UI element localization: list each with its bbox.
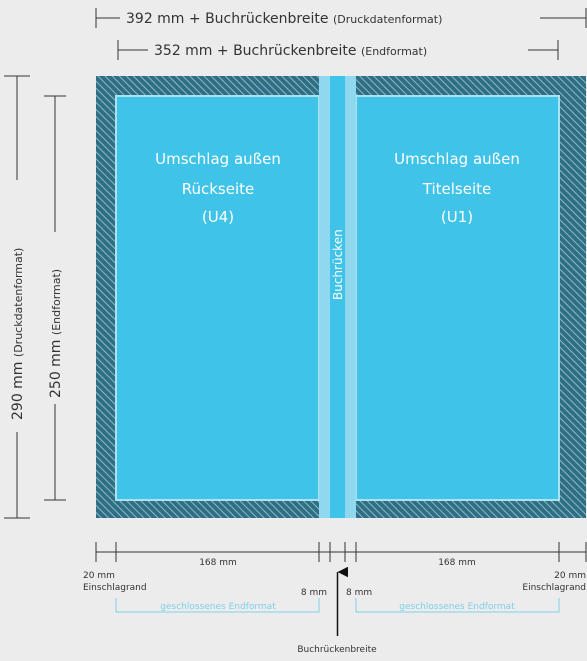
front-cover-subtitle: Titelseite [422, 180, 491, 198]
back-cover-code: (U4) [202, 208, 234, 226]
front-cover-labels: Umschlag außen Titelseite (U1) [394, 150, 520, 226]
top-dimension-final-label: 352 mm + Buchrückenbreite (Endformat) [154, 43, 427, 59]
right-margin-label: Einschlagrand [522, 583, 586, 593]
spine-width-label: Buchrückenbreite [297, 645, 377, 655]
top-dimension-print-label: 392 mm + Buchrückenbreite (Druckdatenfor… [126, 11, 442, 27]
top-dimension-print: 392 mm + Buchrückenbreite (Druckdatenfor… [95, 8, 587, 28]
closed-format-left-label: geschlossenes Endformat [160, 602, 276, 612]
bottom-dimension-ticks [95, 542, 587, 562]
back-cover-title: Umschlag außen [155, 150, 281, 168]
front-cover-code: (U1) [441, 208, 473, 226]
spine-label: Buchrücken [331, 229, 345, 300]
closed-format-bracket-left [115, 598, 320, 613]
spine-panel [330, 76, 345, 518]
closed-format-bracket-right [355, 598, 560, 613]
front-cover-title: Umschlag außen [394, 150, 520, 168]
top-dimension-final: 352 mm + Buchrückenbreite (Endformat) [117, 40, 559, 60]
spine-gap-left [319, 76, 330, 518]
left-spine-gap-label: 8 mm [301, 588, 327, 598]
back-cover-panel [115, 95, 320, 501]
side-dimension-print: 290 mm (Druckdatenformat) [4, 75, 30, 519]
right-spine-gap-label: 8 mm [346, 588, 372, 598]
left-margin-label: Einschlagrand [83, 583, 147, 593]
spine-gap-right [345, 76, 356, 518]
left-margin-size: 20 mm [83, 571, 115, 581]
right-margin-size: 20 mm [554, 571, 586, 581]
front-cover-panel [355, 95, 560, 501]
side-dimension-print-label: 290 mm (Druckdatenformat) [10, 248, 26, 420]
back-width-label: 168 mm [199, 558, 237, 568]
front-width-label: 168 mm [438, 558, 476, 568]
side-dimension-final: 250 mm (Endformat) [44, 95, 66, 501]
closed-format-right-label: geschlossenes Endformat [399, 602, 515, 612]
back-cover-labels: Umschlag außen Rückseite (U4) [155, 150, 281, 226]
back-cover-subtitle: Rückseite [182, 180, 255, 198]
side-dimension-final-label: 250 mm (Endformat) [48, 269, 64, 398]
